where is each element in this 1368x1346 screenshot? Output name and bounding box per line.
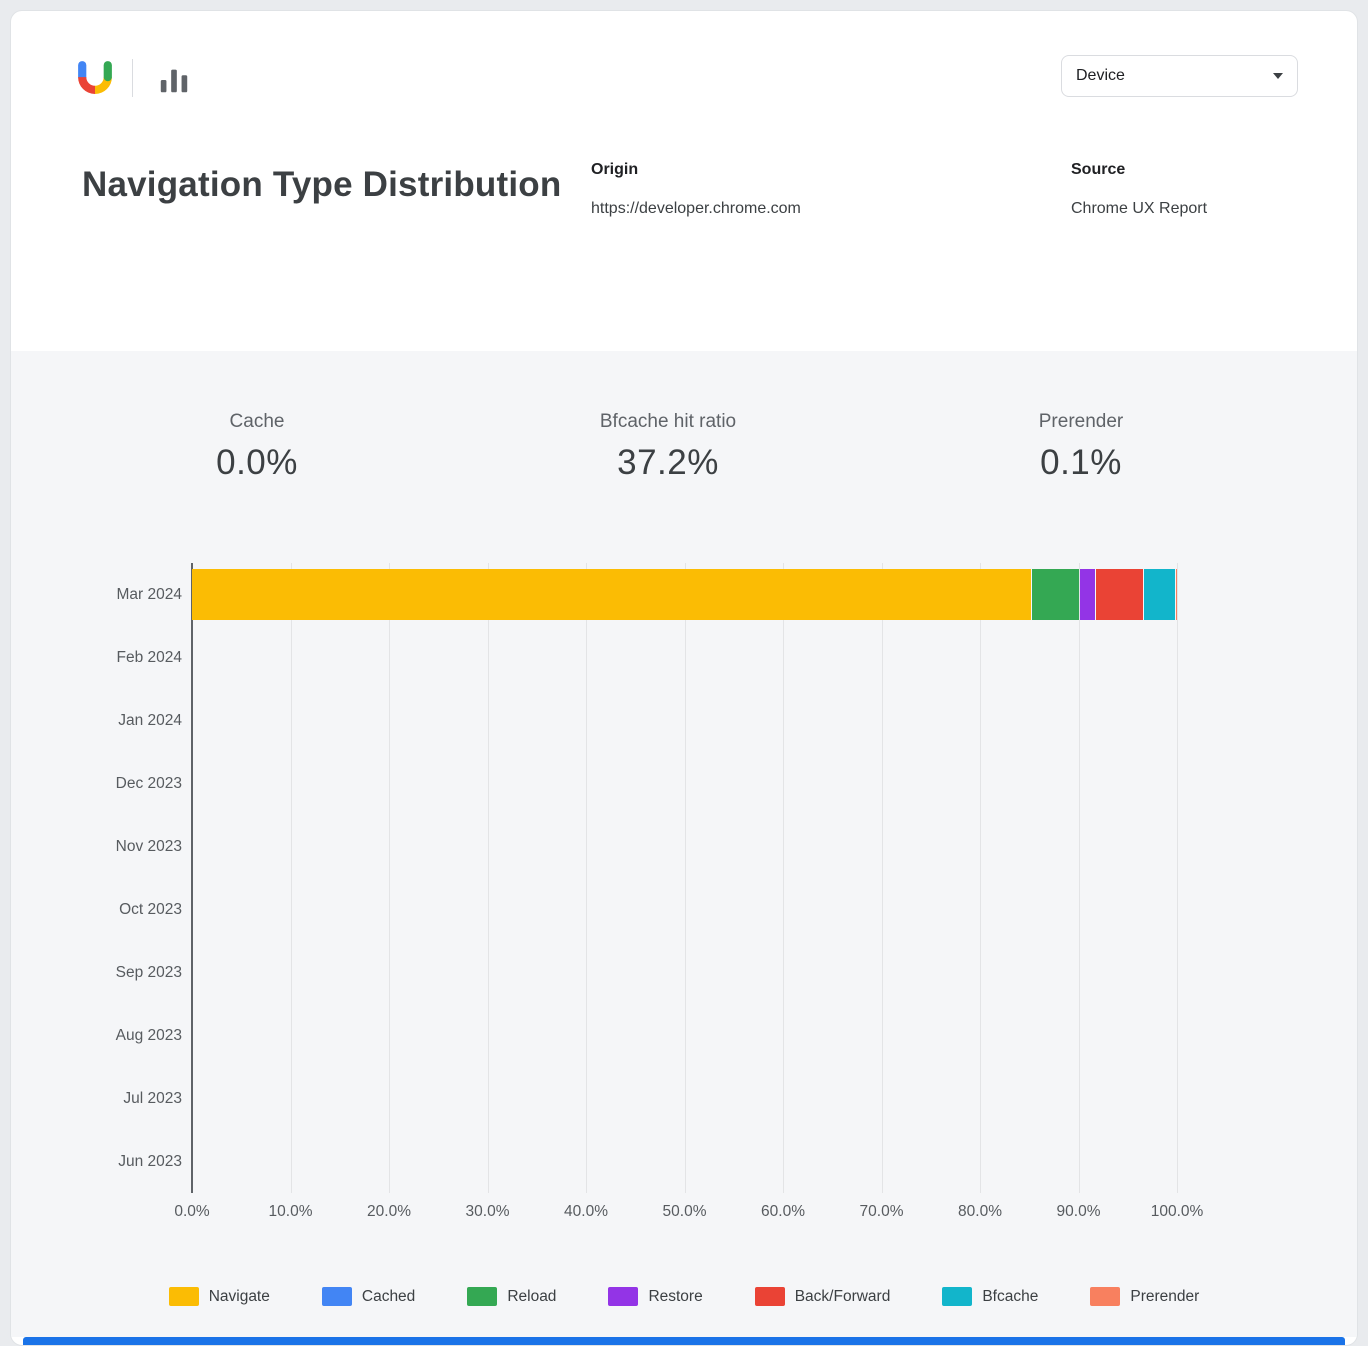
legend-item-bfcache[interactable]: Bfcache bbox=[942, 1287, 1038, 1306]
kpi-cache-label: Cache bbox=[229, 411, 285, 432]
origin-block: Origin https://developer.chrome.com bbox=[591, 161, 801, 218]
kpi-cache-value: 0.0% bbox=[216, 443, 298, 482]
origin-value: https://developer.chrome.com bbox=[591, 200, 801, 217]
legend-swatch-restore bbox=[608, 1287, 639, 1306]
kpi-prerender-value: 0.1% bbox=[1040, 443, 1122, 482]
report-card: Device Navigation Type Distribution Orig… bbox=[10, 10, 1358, 1346]
bar-segment-restore[interactable] bbox=[1080, 569, 1096, 620]
bar-segment-back-forward[interactable] bbox=[1096, 569, 1144, 620]
bar-chart-icon bbox=[157, 63, 191, 97]
stacked-bar-chart-plot bbox=[192, 563, 1178, 1193]
source-block: Source Chrome UX Report bbox=[1071, 161, 1207, 218]
gridline bbox=[1078, 563, 1080, 1193]
legend-item-restore[interactable]: Restore bbox=[608, 1287, 703, 1306]
x-axis-tick-label: 30.0% bbox=[465, 1203, 510, 1220]
source-value: Chrome UX Report bbox=[1071, 200, 1208, 217]
legend-item-cached[interactable]: Cached bbox=[321, 1287, 416, 1306]
legend-item-reload[interactable]: Reload bbox=[467, 1287, 556, 1306]
legend-swatch-cached bbox=[321, 1287, 352, 1306]
y-axis-line bbox=[191, 563, 193, 1193]
page-title: Navigation Type Distribution bbox=[82, 165, 562, 204]
kpi-bfcache-hit-ratio: Bfcache hit ratio 37.2% bbox=[600, 411, 736, 483]
legend-label: Prerender bbox=[1130, 1287, 1200, 1305]
legend-swatch-bfcache bbox=[942, 1287, 973, 1306]
kpi-prerender-label: Prerender bbox=[1038, 411, 1124, 432]
x-axis-tick-label: 40.0% bbox=[564, 1203, 608, 1220]
gridline bbox=[389, 563, 390, 1193]
footer-accent-bar bbox=[23, 1337, 1345, 1345]
legend-item-back-forward[interactable]: Back/Forward bbox=[754, 1287, 891, 1306]
device-filter-label: Device bbox=[1076, 67, 1125, 84]
x-axis-labels: 0.0% 10.0% 20.0% 30.0% 40.0% 50.0% 60.0% 70.0% 8… bbox=[174, 1203, 1203, 1225]
x-axis-tick-label: 10.0% bbox=[268, 1203, 313, 1220]
x-axis-tick-label: 50.0% bbox=[662, 1203, 707, 1220]
source-label: Source bbox=[1071, 161, 1126, 178]
legend-swatch-back-forward bbox=[754, 1287, 785, 1306]
legend-label: Restore bbox=[648, 1287, 703, 1305]
kpi-prerender: Prerender 0.1% bbox=[1039, 411, 1124, 483]
bar-segment-prerender[interactable] bbox=[1176, 569, 1177, 620]
bar-segment-reload[interactable] bbox=[1032, 569, 1080, 620]
legend-swatch-reload bbox=[467, 1287, 498, 1306]
chart-legend: Navigate Cached Reload Restore Back/Forward B… bbox=[11, 1287, 1357, 1306]
y-axis-category-label: Sep 2023 bbox=[115, 964, 182, 981]
header-divider bbox=[132, 59, 133, 97]
bar-segment-bfcache[interactable] bbox=[1144, 569, 1175, 620]
y-axis-category-label: Dec 2023 bbox=[115, 775, 182, 792]
legend-swatch-prerender bbox=[1090, 1287, 1121, 1306]
chart-section-background bbox=[11, 351, 1357, 1337]
gridline bbox=[1177, 563, 1178, 1193]
device-filter-dropdown[interactable]: Device bbox=[1061, 55, 1298, 97]
x-axis-tick-label: 70.0% bbox=[859, 1203, 904, 1220]
kpi-cache: Cache 0.0% bbox=[216, 411, 298, 483]
y-axis-category-label: Oct 2023 bbox=[119, 901, 182, 918]
y-axis-category-label: Jul 2023 bbox=[123, 1090, 182, 1107]
chrome-ux-report-logo-icon bbox=[73, 57, 117, 99]
y-axis-category-label: Feb 2024 bbox=[116, 649, 183, 666]
chevron-down-icon bbox=[1273, 73, 1283, 79]
legend-item-prerender[interactable]: Prerender bbox=[1090, 1287, 1199, 1306]
gridline bbox=[586, 563, 587, 1193]
x-axis-tick-label: 80.0% bbox=[958, 1203, 1002, 1220]
legend-label: Reload bbox=[507, 1287, 557, 1305]
gridline bbox=[980, 563, 981, 1193]
kpi-bfcache-hit-ratio-label: Bfcache hit ratio bbox=[599, 411, 737, 432]
x-axis-tick-label: 20.0% bbox=[367, 1203, 411, 1220]
bar-segment-navigate[interactable] bbox=[192, 569, 1032, 620]
legend-item-navigate[interactable]: Navigate bbox=[168, 1287, 270, 1306]
gridline bbox=[684, 563, 686, 1193]
gridline bbox=[881, 563, 883, 1193]
y-axis-category-label: Aug 2023 bbox=[115, 1027, 182, 1044]
y-axis-category-label: Jan 2024 bbox=[118, 712, 182, 729]
x-axis-tick-label: 0.0% bbox=[174, 1203, 210, 1220]
gridline bbox=[290, 563, 292, 1193]
legend-label: Navigate bbox=[208, 1287, 270, 1305]
y-axis-category-label: Mar 2024 bbox=[116, 586, 182, 603]
y-axis-labels: Mar 2024 Feb 2024 Jan 2024 Dec 2023 Nov 2023… bbox=[11, 563, 182, 1193]
y-axis-category-label: Nov 2023 bbox=[115, 838, 182, 855]
gridline bbox=[783, 563, 784, 1193]
x-axis-tick-label: 90.0% bbox=[1056, 1203, 1101, 1220]
legend-swatch-navigate bbox=[168, 1287, 199, 1306]
kpi-bfcache-hit-ratio-value: 37.2% bbox=[617, 443, 719, 482]
x-axis-tick-label: 100.0% bbox=[1150, 1203, 1204, 1220]
legend-label: Cached bbox=[361, 1287, 416, 1305]
origin-label: Origin bbox=[591, 161, 639, 178]
legend-label: Back/Forward bbox=[794, 1287, 891, 1305]
y-axis-category-label: Jun 2023 bbox=[118, 1153, 182, 1170]
legend-label: Bfcache bbox=[982, 1287, 1039, 1305]
x-axis-tick-label: 60.0% bbox=[761, 1203, 805, 1220]
gridline bbox=[487, 563, 489, 1193]
